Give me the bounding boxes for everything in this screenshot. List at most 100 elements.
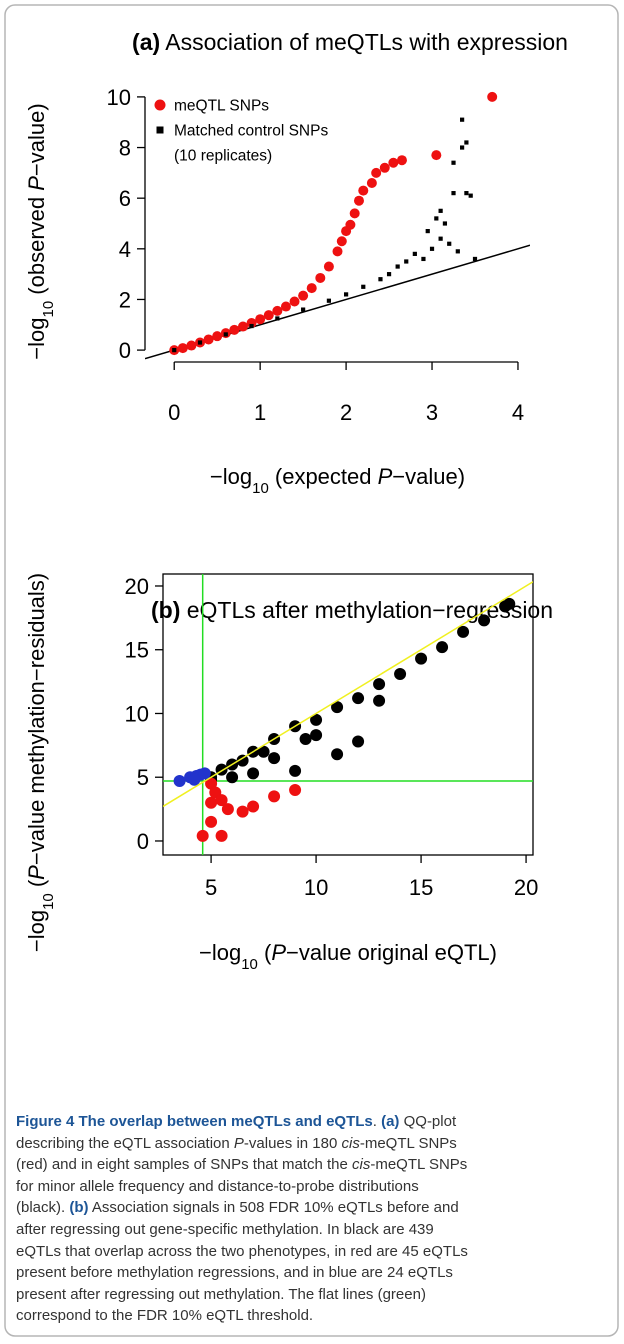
caption-line: correspond to the FDR 10% eQTL threshold… (16, 1305, 612, 1327)
point (301, 307, 306, 312)
point (468, 193, 473, 198)
y-axis-label-part: 10 (40, 893, 57, 910)
point (315, 272, 326, 283)
chart-title: (b) eQTLs after methylation−regression (151, 597, 553, 623)
y-tick-label: 0 (137, 829, 149, 854)
chart-title-part: (b) (151, 597, 180, 623)
x-tick-label: 0 (168, 400, 180, 425)
point (247, 800, 260, 813)
caption-text: (black). (16, 1199, 70, 1217)
x-tick-label: 3 (426, 400, 438, 425)
y-axis-label-part: P (24, 865, 49, 880)
caption-line: (red) and in eight samples of SNPs that … (16, 1154, 612, 1176)
y-tick-label: 8 (119, 136, 131, 161)
point (415, 652, 428, 665)
point (299, 732, 312, 745)
point (323, 261, 334, 272)
point (205, 815, 218, 828)
point (434, 216, 439, 221)
point (331, 748, 344, 761)
point (388, 157, 399, 168)
x-axis-label-part: ( (258, 940, 272, 965)
y-axis-label: −log10 (observed P−value) (24, 103, 57, 359)
point (280, 301, 291, 312)
caption-line: after regressing out gene-specific methy… (16, 1219, 612, 1241)
y-axis-label-part: −value methylation−residuals) (24, 573, 49, 865)
caption-text: describing the eQTL association (16, 1134, 234, 1152)
caption-text: QQ-plot (399, 1113, 457, 1130)
point (464, 140, 469, 145)
caption-text: (red) and in eight samples of SNPs that … (16, 1156, 352, 1174)
x-tick-label: 2 (340, 400, 352, 425)
point (215, 829, 228, 842)
point (425, 228, 430, 234)
y-tick-label: 6 (119, 186, 131, 211)
y-axis-label-part: ( (24, 879, 49, 893)
point (371, 167, 382, 178)
caption-text: for minor allele frequency and distance-… (16, 1177, 419, 1195)
point (379, 162, 390, 173)
plot-area (145, 91, 530, 360)
y-axis-label-part: 10 (40, 301, 57, 318)
point (442, 221, 448, 226)
y-axis-label: −log10 (P−value methylation−residuals) (24, 573, 57, 952)
point (326, 298, 332, 303)
point (255, 314, 266, 325)
caption-line: present before methylation regressions, … (16, 1262, 612, 1284)
point (332, 246, 343, 257)
y-tick-label: 4 (119, 237, 131, 262)
point (358, 185, 369, 196)
y-tick-label: 0 (119, 338, 131, 363)
y-axis-label-part: (observed (24, 191, 49, 301)
x-axis-label-part: 10 (241, 956, 258, 973)
point (352, 735, 365, 748)
point (198, 767, 211, 780)
point (298, 290, 309, 301)
caption-text: Association signals in 508 FDR 10% eQTLs… (88, 1199, 459, 1217)
point (203, 334, 214, 345)
reference-line (163, 581, 533, 808)
chart-title-part: eQTLs after methylation−regression (180, 597, 553, 623)
y-tick-label: 2 (119, 287, 131, 312)
point (212, 331, 223, 342)
caption-text: (a) (381, 1113, 400, 1130)
x-axis-label-part: (expected (269, 464, 378, 489)
point (197, 340, 203, 345)
point (223, 332, 228, 337)
point (361, 284, 366, 289)
x-tick-label: 15 (409, 875, 433, 900)
point (173, 775, 186, 788)
point (447, 241, 452, 246)
caption-text: -values in 180 (243, 1134, 342, 1152)
caption-text: P (233, 1134, 244, 1152)
point (272, 305, 283, 316)
x-axis-label-part: P (378, 464, 393, 489)
caption-text: cis (352, 1156, 371, 1174)
caption-line: present after regressing out methylation… (16, 1284, 612, 1306)
point (373, 694, 386, 707)
point (412, 251, 417, 256)
chart-title-part: (a) (132, 29, 160, 55)
y-axis-label-part: P (24, 176, 49, 191)
point (236, 754, 249, 767)
y-tick-label: 15 (125, 638, 149, 663)
point (394, 667, 407, 680)
caption-text: . (372, 1113, 382, 1130)
x-axis-label: −log10 (expected P−value) (210, 464, 465, 497)
point (186, 340, 197, 351)
legend-label: meQTL SNPs (174, 98, 269, 115)
x-axis-label-part: 10 (252, 480, 269, 497)
point (249, 323, 254, 329)
point (289, 296, 300, 307)
point (460, 145, 465, 150)
x-axis-label-part: −log (199, 940, 241, 965)
chart-title: (a) Association of meQTLs with expressio… (132, 29, 568, 55)
point (289, 764, 302, 777)
caption-text: present before methylation regressions, … (16, 1264, 453, 1282)
y-tick-label: 20 (125, 574, 149, 599)
point (306, 283, 317, 294)
plot-area (163, 574, 533, 855)
caption-text: after regressing out gene-specific methy… (16, 1220, 434, 1238)
caption-line: describing the eQTL association P-values… (16, 1133, 612, 1155)
